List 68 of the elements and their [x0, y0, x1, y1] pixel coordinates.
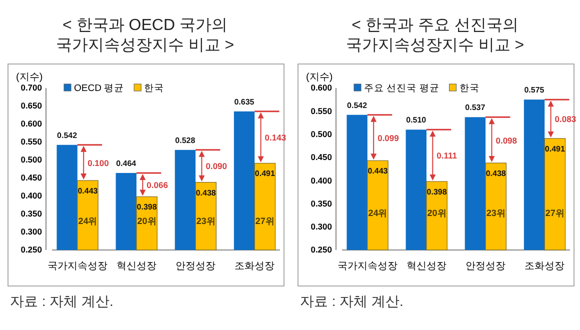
annotation: 23위	[486, 208, 506, 218]
chart-title: < 한국과 주요 선진국의 국가지속성장지수 비교 >	[346, 17, 524, 54]
data-label: 0.398	[426, 187, 448, 196]
data-label: 0.443	[78, 186, 98, 196]
annotation: 24위	[78, 216, 98, 226]
data-label: 0.438	[486, 168, 506, 178]
annotation: 27위	[255, 216, 274, 226]
data-label: 0.443	[368, 166, 388, 176]
x-tick-label: 안정성장	[466, 261, 506, 272]
y-tick-label: 0.600	[310, 82, 332, 93]
x-tick-label: 안정성장	[176, 261, 216, 272]
x-tick-label: 조화성장	[234, 261, 275, 272]
legend-label: 한국	[144, 83, 164, 94]
text: 자료 : 자체 계산.	[300, 293, 404, 309]
y-axis-title: (지수)	[16, 72, 43, 83]
data-label: 0.575	[524, 86, 545, 95]
y-tick-label: 0.350	[20, 208, 42, 219]
annotation: 0.111	[436, 150, 458, 161]
y-tick-label: 0.300	[20, 226, 42, 237]
y-tick-label: 0.400	[20, 190, 42, 201]
y-tick-label: 0.250	[20, 244, 42, 255]
y-tick-label: 0.300	[310, 222, 332, 232]
x-tick-label: 조화성장	[524, 261, 565, 272]
y-tick-label: 0.600	[20, 118, 42, 129]
annotation: 0.090	[206, 161, 228, 172]
y-tick-label: 0.450	[310, 152, 332, 162]
annotation: 24위	[368, 208, 388, 218]
annotation: 0.098	[496, 135, 518, 146]
y-tick-label: 0.650	[20, 100, 42, 111]
y-tick-label: 0.250	[310, 244, 332, 255]
y-tick-label: 0.450	[20, 172, 42, 183]
data-label: 0.510	[406, 116, 427, 125]
data-label: 0.491	[544, 144, 566, 154]
data-label: 0.542	[57, 130, 78, 140]
y-tick-label: 0.550	[310, 106, 332, 116]
data-label: 0.491	[254, 169, 276, 178]
data-label: 0.542	[347, 100, 368, 110]
x-tick-label: 혁신성장	[116, 261, 156, 272]
x-tick-label: 국가지속성장	[47, 261, 108, 272]
y-tick-label: 0.500	[20, 154, 42, 165]
chart-title: < 한국과 OECD 국가의 국가지속성장지수 비교 >	[56, 17, 234, 54]
annotation: 0.100	[88, 158, 110, 168]
annotation: 0.143	[264, 132, 286, 142]
annotation: 0.099	[378, 132, 400, 143]
legend-label: OECD 평균	[74, 83, 124, 94]
data-label: 0.528	[175, 136, 196, 145]
annotation: 0.083	[554, 114, 576, 124]
data-label: 0.635	[234, 97, 255, 106]
y-tick-label: 0.500	[310, 129, 332, 140]
data-label: 0.438	[196, 188, 216, 198]
y-tick-label: 0.700	[20, 82, 42, 93]
y-axis-title: (지수)	[306, 72, 333, 83]
y-tick-label: 0.350	[310, 198, 332, 208]
y-tick-label: 0.400	[310, 175, 332, 186]
annotation: 27위	[545, 208, 564, 218]
data-label: 0.537	[465, 103, 486, 112]
annotation: 20위	[137, 216, 156, 226]
annotation: 20위	[427, 208, 446, 218]
text: 자료 : 자체 계산.	[10, 293, 114, 309]
legend-label: 주요 선진국 평균	[364, 83, 440, 94]
annotation: 23위	[196, 216, 216, 226]
annotation: 0.066	[146, 180, 168, 190]
x-tick-label: 국가지속성장	[337, 261, 398, 272]
data-label: 0.398	[136, 202, 158, 212]
y-tick-label: 0.550	[20, 136, 42, 147]
legend-label: 한국	[459, 83, 480, 94]
data-label: 0.464	[116, 158, 137, 168]
x-tick-label: 혁신성장	[406, 261, 446, 272]
